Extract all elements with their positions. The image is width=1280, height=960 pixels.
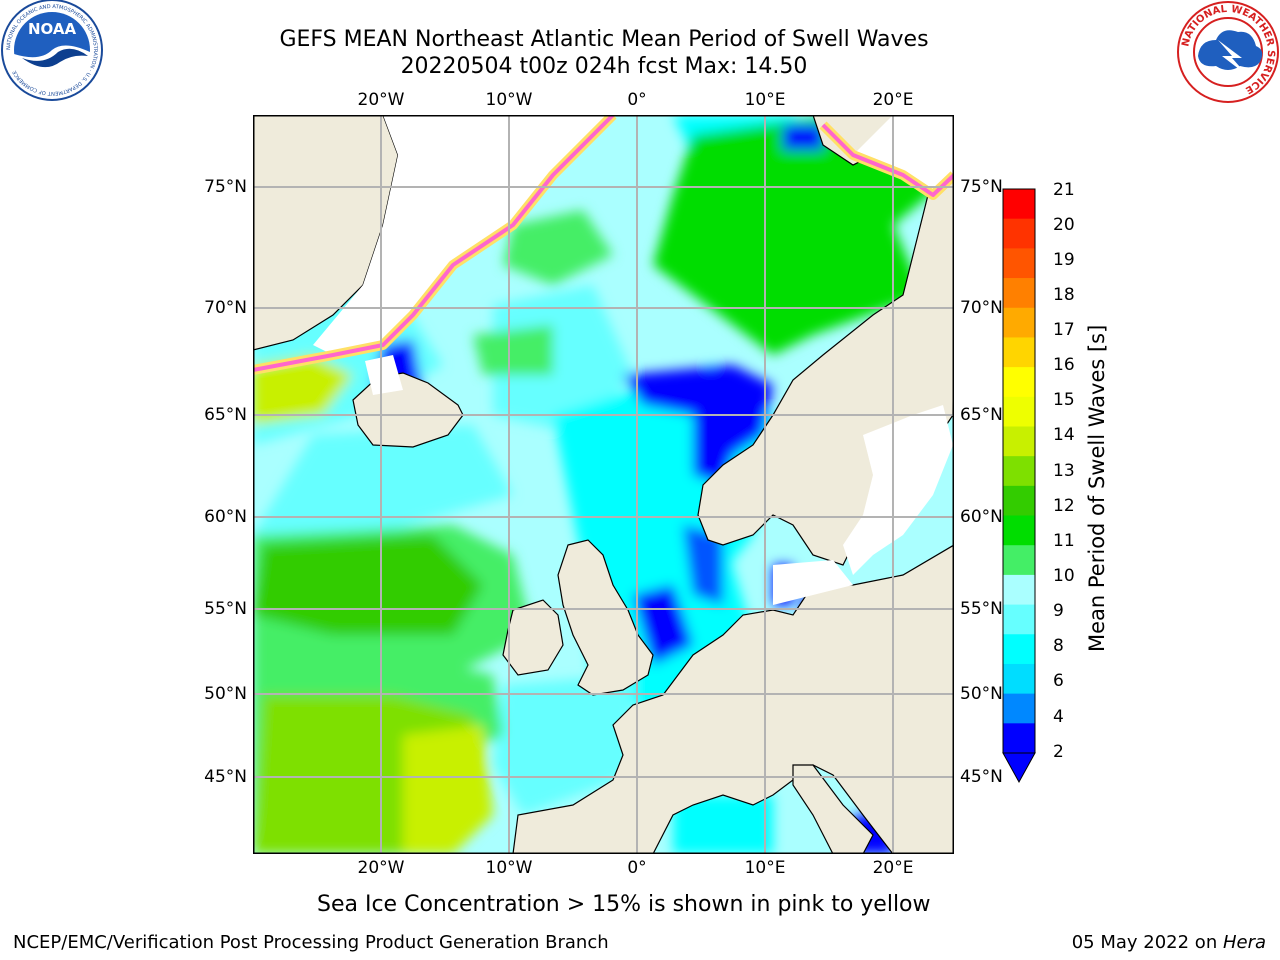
lat-tick-right: 60°N: [960, 507, 1003, 527]
lat-tick-left: 75°N: [204, 177, 247, 197]
nws-logo: NATIONAL WEATHER SERVICE: [1176, 0, 1280, 104]
footer-date: 05 May 2022 on Hera: [1072, 932, 1266, 954]
map-panel: [253, 115, 954, 854]
arctic-no-data: [313, 115, 954, 395]
colorbar-segment: [1003, 307, 1035, 339]
ireland-land: [502, 599, 564, 676]
lon-tick-top: 20°E: [872, 90, 914, 110]
colorbar-segment: [1003, 337, 1035, 368]
colorbar-segment: [1003, 278, 1035, 309]
colorbar-segment: [1003, 456, 1035, 487]
lon-tick-bottom: 20°W: [357, 858, 405, 878]
lat-tick-right: 45°N: [960, 767, 1003, 787]
lat-tick-left: 50°N: [204, 684, 247, 704]
colorbar-tick: 6: [1053, 671, 1064, 691]
colorbar-segment: [1003, 248, 1035, 279]
colorbar-label: Mean Period of Swell Waves [s]: [1085, 324, 1109, 652]
lon-tick-top: 20°W: [357, 90, 405, 110]
colorbar-segment: [1003, 426, 1035, 457]
colorbar-segment: [1003, 723, 1035, 754]
colorbar-tick: 21: [1053, 180, 1075, 200]
colorbar-tick: 10: [1053, 566, 1075, 586]
noaa-logo: NOAA NATIONAL OCEANIC AND ATMOSPHERIC AD…: [0, 0, 106, 104]
colorbar-segment: [1003, 663, 1035, 695]
footer-credit: NCEP/EMC/Verification Post Processing Pr…: [13, 932, 609, 953]
colorbar-segment: [1003, 218, 1035, 249]
map-title: GEFS MEAN Northeast Atlantic Mean Period…: [279, 27, 929, 52]
colorbar-segment: [1003, 189, 1035, 220]
baltic-no-data: [773, 405, 953, 605]
lat-tick-right: 55°N: [960, 599, 1003, 619]
colorbar-tick: 20: [1053, 215, 1075, 235]
colorbar-tick: 9: [1053, 601, 1064, 621]
footer-date-text: 05 May 2022 on: [1071, 932, 1223, 953]
colorbar-tick: 19: [1053, 250, 1075, 270]
lat-tick-left: 55°N: [204, 599, 247, 619]
colorbar-tick: 2: [1053, 742, 1064, 762]
colorbar-segment: [1003, 367, 1035, 398]
lon-tick-bottom: 0°: [627, 858, 647, 878]
colorbar-frame: [1002, 188, 1036, 754]
colorbar-segment: [1003, 396, 1035, 428]
lat-tick-left: 65°N: [204, 405, 247, 425]
colorbar-segment: [1003, 485, 1035, 517]
lon-tick-top: 10°E: [744, 90, 786, 110]
sea-ice-note: Sea Ice Concentration > 15% is shown in …: [317, 892, 931, 917]
lat-tick-right: 75°N: [960, 177, 1003, 197]
colorbar-extend-arrow: [1002, 752, 1036, 784]
italy-land: [792, 764, 874, 854]
colorbar-tick: 17: [1053, 320, 1075, 340]
colorbar-segment: [1003, 634, 1035, 665]
sea-ice-edge: [253, 115, 954, 375]
lon-tick-bottom: 10°E: [744, 858, 786, 878]
colorbar-segment: [1003, 545, 1035, 576]
lon-tick-top: 0°: [627, 90, 647, 110]
lat-tick-left: 45°N: [204, 767, 247, 787]
footer-machine: Hera: [1222, 932, 1266, 953]
colorbar-segment: [1003, 574, 1035, 606]
lat-tick-left: 70°N: [204, 298, 247, 318]
colorbar-tick: 11: [1053, 531, 1075, 551]
great-britain-land: [557, 539, 654, 696]
map-frame: [253, 115, 954, 854]
colorbar-tick: 4: [1053, 707, 1064, 727]
svg-text:NOAA: NOAA: [28, 20, 77, 38]
colorbar-tick: 13: [1053, 461, 1075, 481]
colorbar-tick: 18: [1053, 285, 1075, 305]
colorbar-tick: 15: [1053, 390, 1075, 410]
lon-tick-bottom: 20°E: [872, 858, 914, 878]
colorbar: [1002, 188, 1036, 784]
colorbar-tick: 8: [1053, 636, 1064, 656]
colorbar-tick: 14: [1053, 425, 1075, 445]
colorbar-segment: [1003, 515, 1035, 546]
lat-tick-right: 50°N: [960, 684, 1003, 704]
lon-tick-top: 10°W: [485, 90, 533, 110]
lat-tick-left: 60°N: [204, 507, 247, 527]
graticule: [253, 115, 954, 854]
lon-tick-bottom: 10°W: [485, 858, 533, 878]
colorbar-tick: 12: [1053, 496, 1075, 516]
lat-tick-right: 70°N: [960, 298, 1003, 318]
colorbar-tick: 16: [1053, 355, 1075, 375]
map-subtitle: 20220504 t00z 024h fcst Max: 14.50: [400, 54, 808, 79]
colorbar-segment: [1003, 604, 1035, 635]
colorbar-segment: [1003, 693, 1035, 724]
lat-tick-right: 65°N: [960, 405, 1003, 425]
